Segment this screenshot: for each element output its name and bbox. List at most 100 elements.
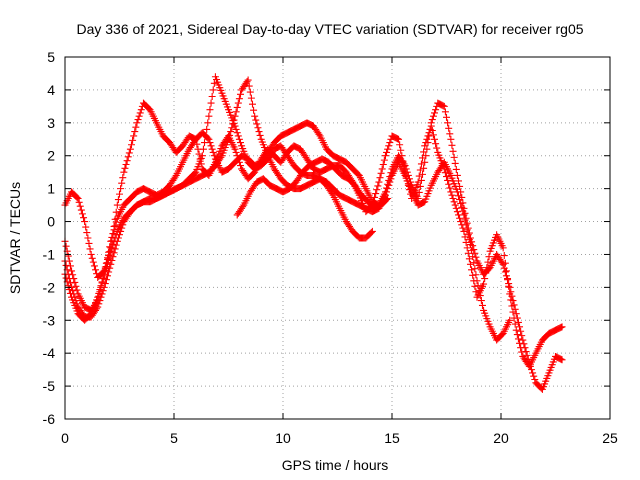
data-point bbox=[87, 250, 95, 258]
data-point bbox=[465, 236, 473, 244]
data-point bbox=[432, 140, 440, 148]
data-point bbox=[383, 188, 391, 196]
data-point bbox=[253, 120, 261, 128]
data-point bbox=[207, 99, 215, 107]
y-tick-label: 5 bbox=[47, 49, 55, 65]
data-point bbox=[416, 166, 424, 174]
data-point bbox=[511, 320, 519, 328]
data-point bbox=[245, 82, 253, 90]
data-point bbox=[109, 241, 117, 249]
y-tick-label: 2 bbox=[47, 148, 55, 164]
data-point bbox=[102, 276, 110, 284]
data-point bbox=[88, 254, 96, 262]
data-point bbox=[456, 214, 464, 222]
data-point bbox=[131, 128, 139, 136]
data-point bbox=[445, 124, 453, 132]
data-point bbox=[484, 258, 492, 266]
data-point bbox=[130, 132, 138, 140]
data-point bbox=[506, 316, 514, 324]
data-point bbox=[525, 359, 533, 367]
data-point bbox=[236, 139, 244, 147]
data-point bbox=[457, 199, 465, 207]
y-tick-label: -1 bbox=[43, 246, 56, 262]
data-point bbox=[232, 125, 240, 133]
data-point bbox=[84, 234, 92, 242]
data-point bbox=[239, 203, 247, 211]
data-point bbox=[373, 186, 381, 194]
data-point bbox=[512, 310, 520, 318]
data-point bbox=[198, 152, 206, 160]
data-point bbox=[208, 92, 216, 100]
data-point bbox=[505, 280, 513, 288]
data-point bbox=[72, 282, 80, 290]
data-point bbox=[80, 214, 88, 222]
data-point bbox=[244, 76, 252, 84]
data-point bbox=[485, 253, 493, 261]
data-point bbox=[456, 196, 464, 204]
data-point bbox=[520, 340, 528, 348]
data-point bbox=[425, 132, 433, 140]
data-point bbox=[507, 288, 515, 296]
data-point bbox=[191, 169, 199, 177]
plot-frame bbox=[64, 56, 611, 420]
y-tick-label: -3 bbox=[43, 312, 56, 328]
data-point bbox=[381, 152, 389, 160]
x-tick-label: 0 bbox=[61, 430, 69, 446]
data-point bbox=[415, 188, 423, 196]
x-tick-label: 20 bbox=[493, 430, 509, 446]
data-point bbox=[118, 179, 126, 187]
data-point bbox=[207, 142, 215, 150]
data-point bbox=[251, 112, 259, 120]
data-point bbox=[202, 132, 210, 140]
data-point bbox=[458, 203, 466, 211]
data-point bbox=[209, 86, 217, 94]
data-point bbox=[120, 168, 128, 176]
y-axis-label: SDTVAR / TECUs bbox=[7, 182, 23, 294]
data-point bbox=[517, 327, 525, 335]
data-point bbox=[466, 260, 474, 268]
data-point bbox=[99, 274, 107, 282]
data-point bbox=[506, 283, 514, 291]
data-point bbox=[464, 231, 472, 239]
data-point bbox=[454, 192, 462, 200]
data-point bbox=[112, 231, 120, 239]
data-point bbox=[428, 116, 436, 124]
data-point bbox=[231, 145, 239, 153]
data-point bbox=[427, 119, 435, 127]
data-point bbox=[171, 173, 179, 181]
data-point bbox=[453, 188, 461, 196]
data-point bbox=[429, 112, 437, 120]
data-point bbox=[81, 218, 89, 226]
data-point bbox=[379, 161, 387, 169]
data-point bbox=[446, 130, 454, 138]
data-point bbox=[463, 244, 471, 252]
data-point bbox=[377, 169, 385, 177]
data-point bbox=[441, 108, 449, 116]
data-point bbox=[415, 172, 423, 180]
data-point bbox=[121, 164, 129, 172]
data-point bbox=[96, 286, 104, 294]
data-point bbox=[195, 150, 203, 158]
data-point bbox=[205, 112, 213, 120]
data-point bbox=[101, 266, 109, 274]
x-tick-label: 15 bbox=[384, 430, 400, 446]
data-point bbox=[100, 270, 108, 278]
data-point bbox=[469, 253, 477, 261]
data-points bbox=[61, 73, 566, 393]
data-point bbox=[98, 278, 106, 286]
data-point bbox=[386, 178, 394, 186]
data-point bbox=[86, 245, 94, 253]
data-point bbox=[82, 223, 90, 231]
data-point bbox=[444, 119, 452, 127]
data-point bbox=[478, 301, 486, 309]
data-point bbox=[431, 135, 439, 143]
tick-labels: 0 5 10 15 20 25 -6 -5 -4 -3 -2 -1 0 1 2 3 4 5 bbox=[43, 49, 618, 446]
data-point bbox=[462, 221, 470, 229]
data-point bbox=[443, 113, 450, 121]
data-point bbox=[397, 146, 405, 154]
data-point bbox=[522, 348, 530, 356]
data-point bbox=[424, 139, 432, 147]
data-point bbox=[106, 251, 114, 259]
data-point bbox=[132, 123, 140, 131]
data-point bbox=[368, 227, 376, 235]
